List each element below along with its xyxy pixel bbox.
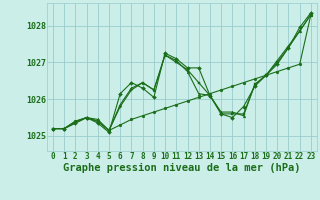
X-axis label: Graphe pression niveau de la mer (hPa): Graphe pression niveau de la mer (hPa) <box>63 162 301 173</box>
